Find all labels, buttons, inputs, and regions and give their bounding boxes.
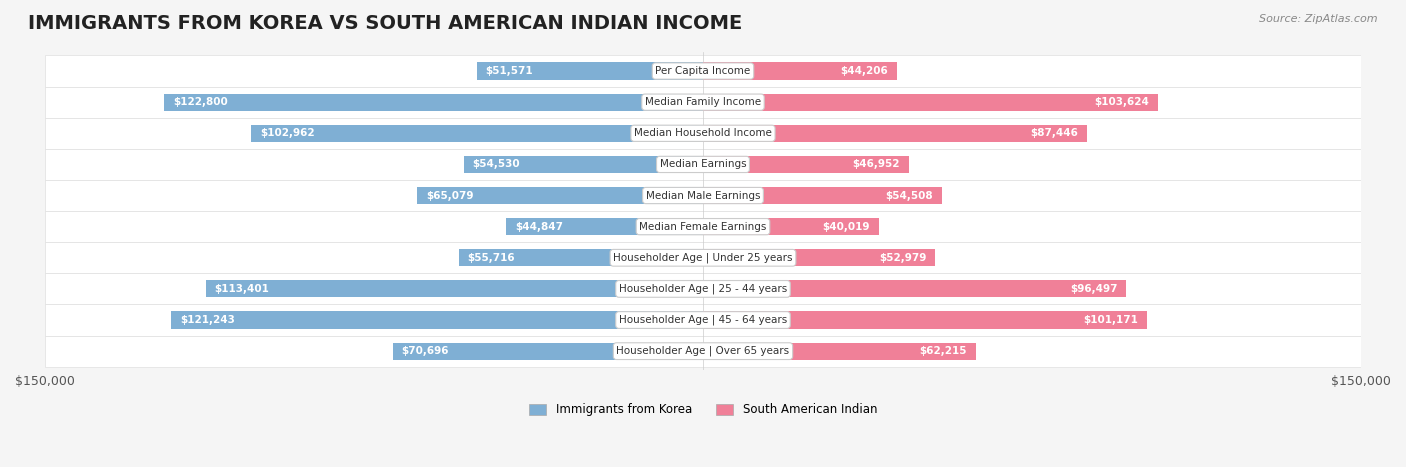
- FancyBboxPatch shape: [45, 336, 1361, 367]
- Text: Median Earnings: Median Earnings: [659, 159, 747, 170]
- FancyBboxPatch shape: [45, 211, 1361, 242]
- Text: Median Household Income: Median Household Income: [634, 128, 772, 138]
- Text: $102,962: $102,962: [260, 128, 315, 138]
- Bar: [703, 156, 910, 173]
- Text: $96,497: $96,497: [1070, 284, 1118, 294]
- FancyBboxPatch shape: [45, 180, 1361, 211]
- FancyBboxPatch shape: [45, 56, 1361, 86]
- Text: Median Family Income: Median Family Income: [645, 97, 761, 107]
- Text: Householder Age | 25 - 44 years: Householder Age | 25 - 44 years: [619, 283, 787, 294]
- Text: Householder Age | Over 65 years: Householder Age | Over 65 years: [616, 346, 790, 356]
- FancyBboxPatch shape: [45, 86, 1361, 118]
- Bar: [252, 125, 703, 142]
- Text: $62,215: $62,215: [920, 346, 967, 356]
- Text: $55,716: $55,716: [467, 253, 515, 263]
- Bar: [703, 280, 1126, 297]
- Text: Median Male Earnings: Median Male Earnings: [645, 191, 761, 200]
- Bar: [703, 93, 1157, 111]
- Text: $65,079: $65,079: [426, 191, 474, 200]
- Text: $103,624: $103,624: [1094, 97, 1149, 107]
- Text: $54,508: $54,508: [886, 191, 934, 200]
- Bar: [506, 218, 703, 235]
- Bar: [464, 156, 703, 173]
- Bar: [477, 63, 703, 79]
- FancyBboxPatch shape: [45, 242, 1361, 273]
- Text: $44,206: $44,206: [841, 66, 889, 76]
- Bar: [703, 125, 1087, 142]
- Legend: Immigrants from Korea, South American Indian: Immigrants from Korea, South American In…: [524, 399, 882, 421]
- Text: $113,401: $113,401: [214, 284, 269, 294]
- Bar: [703, 249, 935, 266]
- Bar: [418, 187, 703, 204]
- Bar: [205, 280, 703, 297]
- Text: $40,019: $40,019: [823, 222, 870, 232]
- Bar: [458, 249, 703, 266]
- Bar: [703, 218, 879, 235]
- Text: Median Female Earnings: Median Female Earnings: [640, 222, 766, 232]
- Text: Householder Age | 45 - 64 years: Householder Age | 45 - 64 years: [619, 315, 787, 325]
- Bar: [703, 187, 942, 204]
- Text: $46,952: $46,952: [852, 159, 900, 170]
- Text: $44,847: $44,847: [515, 222, 562, 232]
- Text: $54,530: $54,530: [472, 159, 520, 170]
- Text: Source: ZipAtlas.com: Source: ZipAtlas.com: [1260, 14, 1378, 24]
- Bar: [172, 311, 703, 329]
- FancyBboxPatch shape: [45, 304, 1361, 336]
- Text: $122,800: $122,800: [173, 97, 228, 107]
- Text: Householder Age | Under 25 years: Householder Age | Under 25 years: [613, 253, 793, 263]
- Text: Per Capita Income: Per Capita Income: [655, 66, 751, 76]
- Bar: [392, 343, 703, 360]
- Text: $70,696: $70,696: [402, 346, 449, 356]
- Bar: [165, 93, 703, 111]
- Bar: [703, 343, 976, 360]
- Text: IMMIGRANTS FROM KOREA VS SOUTH AMERICAN INDIAN INCOME: IMMIGRANTS FROM KOREA VS SOUTH AMERICAN …: [28, 14, 742, 33]
- Text: $51,571: $51,571: [485, 66, 533, 76]
- Text: $121,243: $121,243: [180, 315, 235, 325]
- Text: $52,979: $52,979: [879, 253, 927, 263]
- Text: $101,171: $101,171: [1083, 315, 1137, 325]
- Text: $87,446: $87,446: [1031, 128, 1078, 138]
- FancyBboxPatch shape: [45, 273, 1361, 304]
- Bar: [703, 63, 897, 79]
- FancyBboxPatch shape: [45, 118, 1361, 149]
- Bar: [703, 311, 1147, 329]
- FancyBboxPatch shape: [45, 149, 1361, 180]
